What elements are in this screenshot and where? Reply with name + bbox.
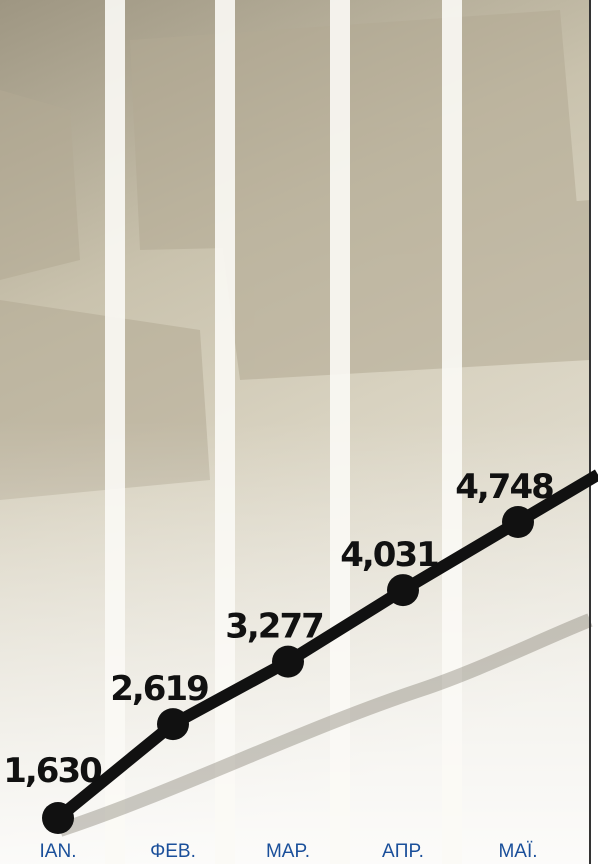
x-tick-label: MAP. <box>266 841 310 862</box>
data-point <box>387 574 419 606</box>
value-label: 1,630 <box>3 751 102 791</box>
value-label: 3,277 <box>225 607 323 647</box>
x-tick-label: ΦEB. <box>150 841 196 862</box>
data-point <box>502 506 534 538</box>
page: {"chart_data": {"type": "line", "categor… <box>0 0 598 864</box>
data-point <box>272 646 304 678</box>
data-point <box>157 708 189 740</box>
value-label: 4,748 <box>455 467 553 507</box>
x-tick-label: IAN. <box>40 841 77 862</box>
x-tick-label: MAÏ. <box>498 841 537 862</box>
x-tick-label: AΠP. <box>382 841 424 862</box>
data-point <box>42 802 74 834</box>
value-label: 4,031 <box>340 535 438 575</box>
chart: 1,630 2,619 3,277 4,031 4,748 IAN. ΦEB. MAP. AΠP… <box>0 0 598 864</box>
value-label: 2,619 <box>110 669 208 709</box>
